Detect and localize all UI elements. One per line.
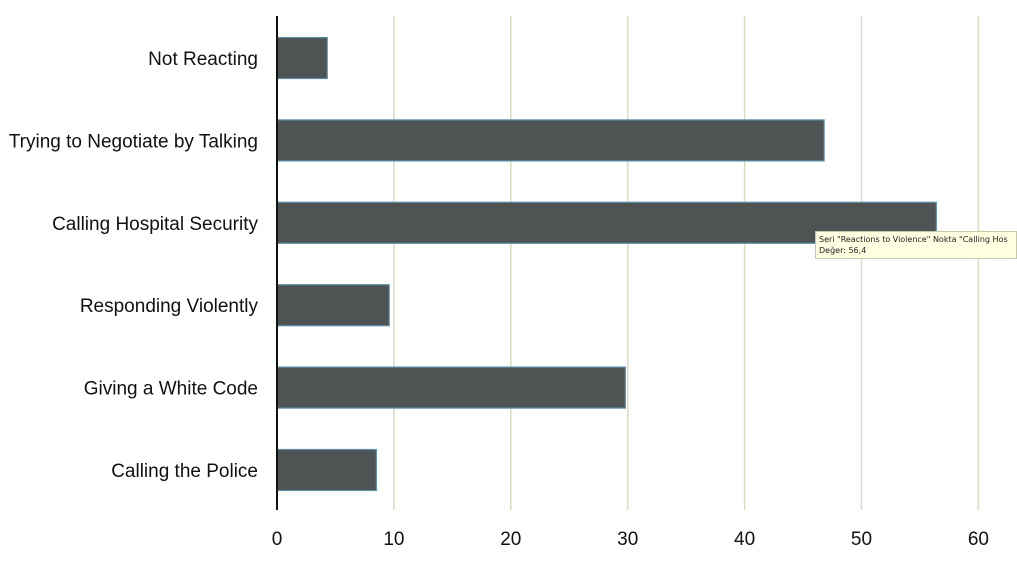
x-tick-label: 50 [851, 529, 872, 550]
bar[interactable] [276, 284, 390, 327]
x-tick-label: 0 [272, 529, 283, 550]
bars [276, 36, 937, 492]
category-label: Giving a White Code [84, 379, 258, 400]
category-label: Not Reacting [148, 49, 258, 70]
bar[interactable] [276, 119, 825, 162]
x-tick-label: 20 [500, 529, 521, 550]
category-label: Responding Violently [80, 296, 259, 317]
grid-lines [393, 16, 980, 510]
x-tick-label: 30 [617, 529, 638, 550]
tooltip-series-line: Seri "Reactions to Violence" Nokta "Call… [819, 235, 1008, 244]
x-tick-label: 40 [734, 529, 755, 550]
data-tooltip: Seri "Reactions to Violence" Nokta "Call… [815, 231, 1017, 259]
x-tick-labels: 0 10 20 30 40 50 60 [272, 529, 989, 550]
category-label: Trying to Negotiate by Talking [9, 131, 258, 152]
category-label: Calling the Police [111, 461, 258, 482]
category-labels: Not Reacting Trying to Negotiate by Talki… [9, 49, 259, 482]
bar[interactable] [276, 366, 626, 409]
bar[interactable] [276, 36, 328, 80]
tooltip-value-line: Değer: 56,4 [819, 246, 867, 255]
category-label: Calling Hospital Security [52, 214, 258, 235]
bar[interactable] [276, 448, 377, 492]
x-tick-label: 10 [383, 529, 404, 550]
x-tick-label: 60 [968, 529, 989, 550]
